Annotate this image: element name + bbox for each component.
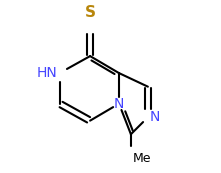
Text: Me: Me — [133, 152, 151, 165]
Text: N: N — [114, 97, 124, 111]
Text: N: N — [150, 110, 160, 124]
Text: S: S — [85, 5, 96, 20]
Text: HN: HN — [37, 66, 58, 80]
